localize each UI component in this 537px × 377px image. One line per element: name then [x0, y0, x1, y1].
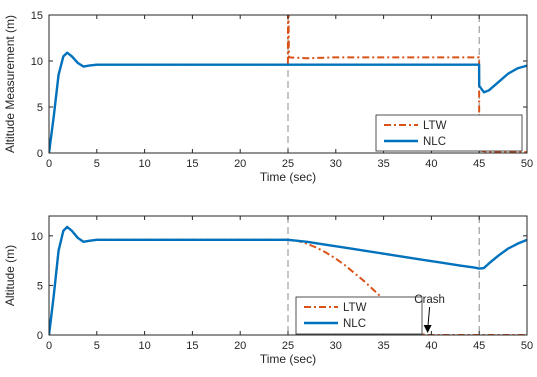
x-tick-label: 40 — [425, 340, 437, 352]
x-tick-label: 50 — [521, 158, 533, 170]
y-tick-label: 0 — [37, 148, 43, 160]
x-tick-label: 45 — [473, 340, 485, 352]
y-tick-label: 10 — [31, 231, 43, 243]
x-tick-label: 15 — [186, 340, 198, 352]
x-tick-label: 30 — [330, 158, 342, 170]
legend-label-nlc: NLC — [423, 136, 446, 148]
x-tick-label: 0 — [46, 340, 52, 352]
y-axis-label: Altitude Measurement (m) — [3, 15, 17, 153]
y-tick-label: 5 — [37, 280, 43, 292]
x-tick-label: 15 — [186, 158, 198, 170]
x-tick-label: 35 — [377, 340, 389, 352]
series-line-nlc — [49, 51, 527, 153]
legend-label-ltw: LTW — [343, 302, 367, 314]
legend-label-ltw: LTW — [423, 120, 447, 132]
x-tick-label: 30 — [330, 340, 342, 352]
legend-box — [295, 296, 423, 335]
x-tick-label: 10 — [138, 340, 150, 352]
crash-arrow-head — [423, 325, 432, 333]
x-tick-label: 40 — [425, 158, 437, 170]
series-line-nlc — [49, 225, 527, 335]
x-tick-label: 5 — [94, 340, 100, 352]
y-axis-label: Altitude (m) — [3, 245, 17, 306]
y-tick-label: 0 — [37, 330, 43, 342]
legend: LTW NLC — [375, 114, 523, 152]
x-axis-label: Time (sec) — [260, 170, 316, 184]
subplot-1: 0 5 10 15 20 25 30 35 40 45 50 0 5 10 15 Time (sec) Alti… — [3, 10, 533, 184]
series-line-ltw — [49, 225, 527, 335]
x-tick-label: 0 — [46, 158, 52, 170]
x-tick-label: 5 — [94, 158, 100, 170]
x-tick-label: 10 — [138, 158, 150, 170]
legend-box — [375, 114, 523, 152]
y-tick-label: 15 — [31, 10, 43, 22]
crash-annotation: Crash — [414, 294, 445, 306]
y-tick-label: 10 — [31, 56, 43, 68]
legend-label-nlc: NLC — [343, 318, 366, 330]
x-tick-label: 25 — [282, 340, 294, 352]
x-tick-label: 50 — [521, 340, 533, 352]
x-axis-label: Time (sec) — [260, 352, 316, 366]
legend: LTW NLC — [295, 296, 423, 335]
subplot-2: 0 5 10 15 20 25 30 35 40 45 50 0 5 10 Time (sec) Altitu… — [3, 215, 533, 366]
x-tick-label: 45 — [473, 158, 485, 170]
x-tick-label: 35 — [377, 158, 389, 170]
x-tick-label: 20 — [234, 340, 246, 352]
x-tick-label: 20 — [234, 158, 246, 170]
x-tick-label: 25 — [282, 158, 294, 170]
y-tick-label: 5 — [37, 102, 43, 114]
